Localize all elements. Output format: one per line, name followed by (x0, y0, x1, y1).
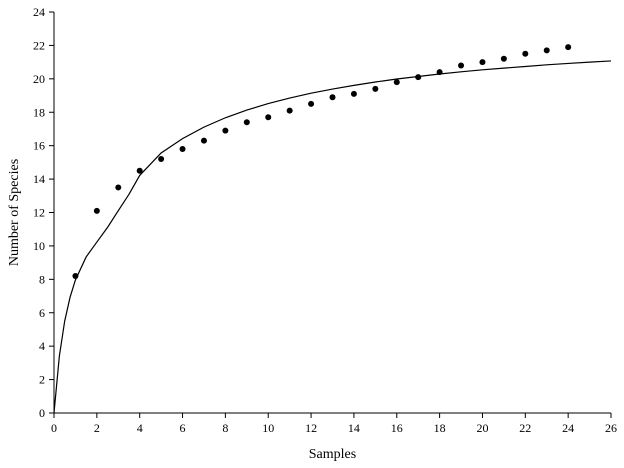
x-tick-label: 16 (391, 421, 403, 435)
data-point (200, 137, 207, 144)
plot-area (53, 44, 612, 414)
data-point (243, 119, 250, 126)
y-tick-label: 8 (39, 272, 45, 286)
x-tick-label: 10 (262, 421, 274, 435)
data-point (222, 127, 229, 134)
data-point (543, 47, 550, 54)
x-tick-label: 6 (180, 421, 186, 435)
y-tick-label: 4 (39, 339, 45, 353)
y-tick-label: 18 (33, 105, 45, 119)
data-point (158, 156, 165, 163)
y-tick-label: 6 (39, 306, 45, 320)
x-tick-label: 22 (519, 421, 531, 435)
data-point (522, 50, 529, 57)
y-tick-label: 14 (33, 172, 45, 186)
y-tick-label: 20 (33, 72, 45, 86)
x-tick-label: 2 (94, 421, 100, 435)
data-point (329, 94, 336, 101)
x-tick-label: 24 (562, 421, 574, 435)
y-tick-label: 22 (33, 38, 45, 52)
data-point (286, 107, 293, 114)
fitted-curve (53, 60, 612, 414)
x-tick-label: 8 (222, 421, 228, 435)
y-axis-label: Number of Species (7, 159, 22, 266)
data-point (115, 184, 122, 191)
data-point (479, 59, 486, 66)
data-point (458, 62, 465, 69)
y-tick-label: 12 (33, 206, 45, 220)
data-point (308, 100, 315, 107)
data-point (350, 90, 357, 97)
data-point (93, 207, 100, 214)
y-tick-label: 16 (33, 139, 45, 153)
x-tick-label: 14 (348, 421, 360, 435)
data-point (500, 55, 507, 62)
data-point (565, 44, 572, 51)
x-tick-label: 18 (434, 421, 446, 435)
x-tick-label: 4 (137, 421, 143, 435)
data-point (265, 114, 272, 121)
data-point (415, 74, 422, 81)
data-point (136, 167, 143, 174)
x-axis-ticks: 0 2 4 6 8 10 12 14 16 18 20 22 24 26 (51, 413, 617, 435)
y-tick-label: 24 (33, 5, 45, 19)
y-tick-label: 10 (33, 239, 45, 253)
y-tick-label: 2 (39, 373, 45, 387)
x-tick-label: 20 (476, 421, 488, 435)
data-point (393, 79, 400, 86)
x-tick-label: 26 (605, 421, 617, 435)
x-axis-label: Samples (309, 447, 356, 462)
x-tick-label: 0 (51, 421, 57, 435)
y-tick-label: 0 (39, 406, 45, 420)
data-point (372, 85, 379, 92)
data-point (179, 146, 186, 153)
x-tick-label: 12 (305, 421, 317, 435)
